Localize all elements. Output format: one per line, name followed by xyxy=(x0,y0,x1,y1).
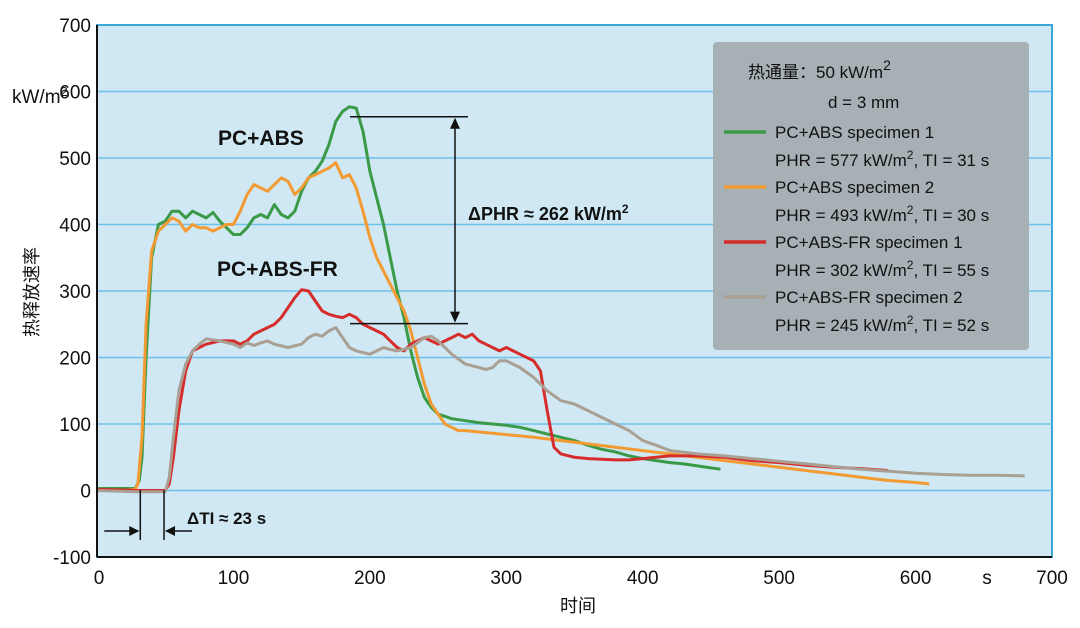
delta-ti-label: ΔTI ≈ 23 s xyxy=(187,509,266,528)
legend: 热通量：50 kW/m2 d = 3 mm PC+ABS specimen 1 PHR… xyxy=(713,42,1029,350)
x-axis-label: 时间 xyxy=(560,596,596,617)
x-axis-unit: s xyxy=(982,568,992,589)
series-lines xyxy=(96,105,1025,494)
legend-thickness: d = 3 mm xyxy=(828,93,899,112)
x-tick-label: 700 xyxy=(1036,568,1068,589)
series-line xyxy=(96,288,889,492)
legend-series-name: PC+ABS-FR specimen 1 xyxy=(775,233,963,252)
legend-series-name: PC+ABS specimen 2 xyxy=(775,178,934,197)
x-tick-label: 500 xyxy=(763,568,795,589)
x-tick-label: 200 xyxy=(354,568,386,589)
legend-series-name: PC+ABS specimen 1 xyxy=(775,123,934,142)
x-tick-label: 600 xyxy=(900,568,932,589)
legend-series-subtitle: PHR = 302 kW/m2, TI = 55 s xyxy=(775,258,989,280)
y-axis-unit: kW/m2 xyxy=(12,84,68,109)
series-line xyxy=(97,161,930,492)
legend-series-subtitle: PHR = 577 kW/m2, TI = 31 s xyxy=(775,148,989,170)
delta-phr-label: ΔPHR ≈ 262 kW/m2 xyxy=(468,202,629,224)
legend-series-subtitle: PHR = 493 kW/m2, TI = 30 s xyxy=(775,203,989,225)
legend-series-subtitle: PHR = 245 kW/m2, TI = 52 s xyxy=(775,313,989,335)
y-tick-label: 500 xyxy=(59,149,91,170)
phr-arrowhead-down xyxy=(450,311,460,323)
series-line xyxy=(96,326,1025,494)
x-tick-label: 100 xyxy=(218,568,250,589)
pc-abs-label: PC+ABS xyxy=(218,127,304,150)
series-line xyxy=(97,105,721,490)
axes xyxy=(96,25,1052,558)
y-axis-label: 热释放速率 xyxy=(22,247,43,337)
ti-arrowhead-left xyxy=(129,526,140,536)
y-tick-label: 300 xyxy=(59,282,91,303)
legend-series-name: PC+ABS-FR specimen 2 xyxy=(775,288,963,307)
x-tick-label: 0 xyxy=(94,568,105,589)
y-tick-label: 0 xyxy=(80,482,91,503)
legend-box xyxy=(713,42,1029,350)
y-tick-label: 400 xyxy=(59,216,91,237)
y-tick-label: 200 xyxy=(59,349,91,370)
y-tick-label: 100 xyxy=(59,415,91,436)
y-tick-label: 700 xyxy=(59,16,91,37)
ti-arrowhead-right xyxy=(165,526,176,536)
x-tick-label: 300 xyxy=(490,568,522,589)
x-tick-label: 400 xyxy=(627,568,659,589)
annotations: PC+ABS PC+ABS-FR ΔPHR ≈ 262 kW/m2 ΔTI ≈ 23 … xyxy=(104,116,629,540)
y-tick-label: -100 xyxy=(53,548,91,569)
legend-heat-flux: 热通量：50 kW/m2 xyxy=(748,57,891,82)
pc-abs-fr-label: PC+ABS-FR xyxy=(217,258,338,281)
phr-arrowhead-up xyxy=(450,117,460,129)
y-tick-label: 600 xyxy=(59,83,91,104)
